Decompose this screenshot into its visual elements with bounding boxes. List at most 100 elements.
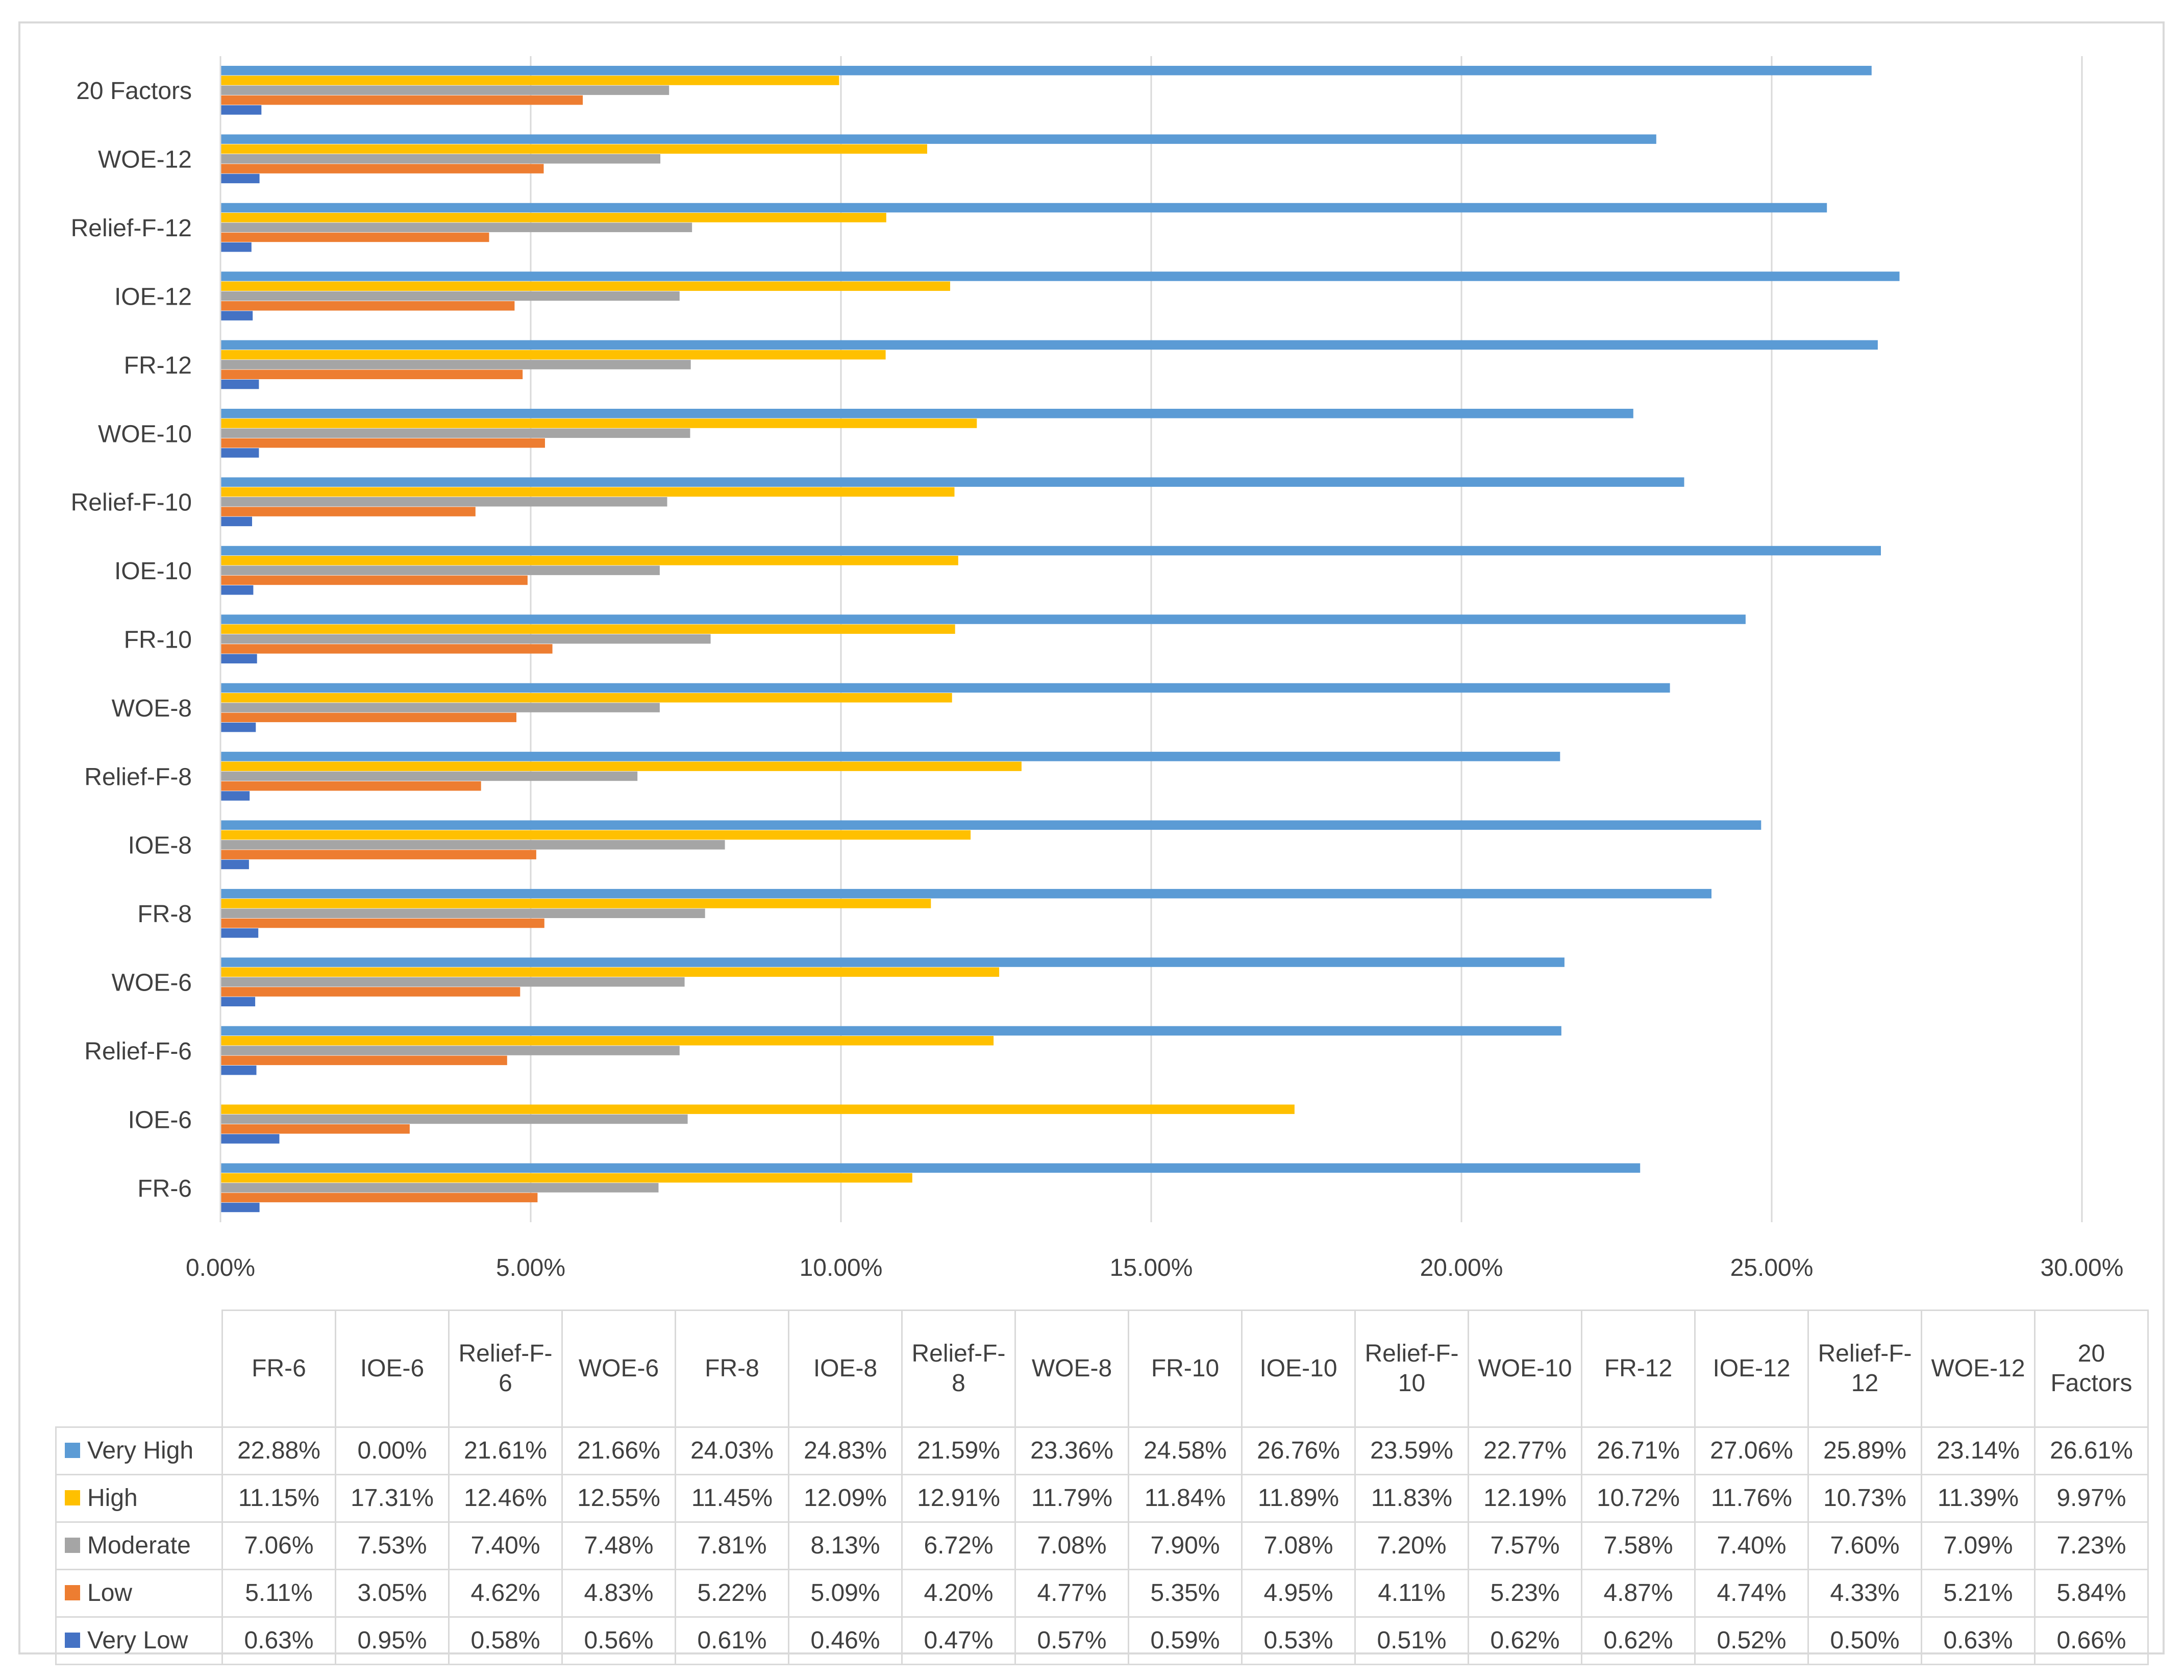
bar-very-low-ioe-12	[220, 311, 253, 320]
table-cell: 4.83%	[561, 1569, 676, 1618]
table-cell: 0.46%	[788, 1616, 903, 1665]
bar-very-high-woe-6	[220, 957, 1565, 967]
table-column-header: 20 Factors	[2034, 1310, 2149, 1428]
bar-low-fr-10	[220, 644, 553, 654]
table-column-header: Relief-F- 6	[448, 1310, 563, 1428]
table-column-header: IOE-6	[335, 1310, 450, 1428]
bar-very-high-20-factors	[220, 66, 1872, 76]
bar-high-relief-f-8	[220, 761, 1022, 771]
category-label: FR-8	[137, 901, 192, 928]
bar-low-relief-f-8	[220, 781, 481, 791]
legend-swatch	[65, 1490, 80, 1506]
bar-low-ioe-8	[220, 850, 536, 859]
category-label: WOE-10	[98, 421, 192, 448]
bar-high-woe-6	[220, 967, 1000, 977]
table-cell: 21.61%	[448, 1426, 563, 1475]
bar-moderate-relief-f-6	[220, 1046, 680, 1055]
table-cell: 0.59%	[1128, 1616, 1243, 1665]
bars	[220, 66, 1900, 1213]
bar-moderate-relief-f-12	[220, 223, 692, 232]
table-cell: 7.23%	[2034, 1521, 2149, 1570]
table-cell: 0.63%	[221, 1616, 336, 1665]
table-column-header: IOE-12	[1694, 1310, 1809, 1428]
bar-moderate-20-factors	[220, 85, 669, 95]
table-cell: 10.72%	[1581, 1474, 1696, 1523]
table-row: Low 5.11% 3.05% 4.62% 4.83% 5.22% 5.09% 4.20% 4.…	[55, 1569, 2149, 1618]
bar-high-relief-f-12	[220, 213, 886, 223]
table-cell: 21.59%	[901, 1426, 1016, 1475]
bar-moderate-fr-8	[220, 908, 705, 918]
table-cell: 10.73%	[1807, 1474, 1922, 1523]
bar-high-fr-6	[220, 1173, 912, 1183]
bar-very-high-relief-f-6	[220, 1026, 1561, 1036]
table-column-header: WOE-12	[1921, 1310, 2036, 1428]
table-column-header: WOE-10	[1468, 1310, 1582, 1428]
table-row: Moderate 7.06% 7.53% 7.40% 7.48% 7.81% 8.13% 6.…	[55, 1521, 2149, 1570]
bar-low-fr-12	[220, 369, 523, 379]
table-cell: 4.33%	[1807, 1569, 1922, 1618]
bar-low-woe-8	[220, 712, 516, 723]
bar-moderate-fr-12	[220, 360, 691, 369]
category-label: WOE-8	[112, 695, 192, 722]
table-cell: 0.61%	[675, 1616, 789, 1665]
bar-moderate-fr-6	[220, 1183, 659, 1193]
bar-moderate-woe-6	[220, 977, 685, 987]
table-column-header: WOE-6	[561, 1310, 676, 1428]
table-cell: 25.89%	[1807, 1426, 1922, 1475]
bar-very-low-fr-6	[220, 1202, 260, 1213]
x-tick-label: 10.00%	[800, 1254, 883, 1281]
table-cell: 26.61%	[2034, 1426, 2149, 1475]
table-cell: 22.77%	[1468, 1426, 1582, 1475]
bar-low-woe-6	[220, 987, 520, 997]
table-cell: 22.88%	[221, 1426, 336, 1475]
table-cell: 4.62%	[448, 1569, 563, 1618]
legend-swatch	[65, 1633, 80, 1648]
bar-high-ioe-8	[220, 830, 971, 840]
table-cell: 4.77%	[1014, 1569, 1129, 1618]
x-tick-label: 0.00%	[186, 1254, 255, 1281]
table-cell: 0.50%	[1807, 1616, 1922, 1665]
category-label: WOE-6	[112, 970, 192, 997]
bar-low-ioe-10	[220, 575, 528, 585]
bar-low-relief-f-6	[220, 1055, 507, 1066]
legend-swatch	[65, 1443, 80, 1459]
table-cell: 12.55%	[561, 1474, 676, 1523]
bar-high-woe-8	[220, 693, 952, 703]
x-tick-label: 15.00%	[1110, 1254, 1193, 1281]
table-column-header: Relief-F- 10	[1354, 1310, 1469, 1428]
legend-entry: Very Low	[55, 1616, 223, 1665]
bar-moderate-ioe-8	[220, 840, 725, 850]
legend-swatch	[65, 1585, 80, 1601]
axis-labels: FR-6 IOE-6 Relief-F-6 WOE-6 FR-8 IOE-8 Relief-…	[71, 78, 2124, 1281]
table-cell: 11.83%	[1354, 1474, 1469, 1523]
table-cell: 0.47%	[901, 1616, 1016, 1665]
table-cell: 7.48%	[561, 1521, 676, 1570]
table-cell: 23.14%	[1921, 1426, 2036, 1475]
bar-very-low-woe-8	[220, 722, 256, 732]
category-label: Relief-F-12	[71, 215, 192, 242]
table-cell: 5.23%	[1468, 1569, 1582, 1618]
table-cell: 11.84%	[1128, 1474, 1243, 1523]
bar-high-woe-12	[220, 144, 927, 154]
table-cell: 24.03%	[675, 1426, 789, 1475]
table-cell: 27.06%	[1694, 1426, 1809, 1475]
bar-moderate-ioe-10	[220, 565, 660, 575]
table-cell: 5.11%	[221, 1569, 336, 1618]
bar-very-high-fr-8	[220, 888, 1711, 899]
table-column-header: FR-8	[675, 1310, 789, 1428]
bar-moderate-fr-10	[220, 634, 711, 644]
table-cell: 21.66%	[561, 1426, 676, 1475]
bar-very-high-woe-12	[220, 134, 1656, 144]
table-row: Very High 22.88% 0.00% 21.61% 21.66% 24.03% 24…	[55, 1426, 2149, 1475]
bar-very-high-fr-6	[220, 1163, 1641, 1173]
table-column-header: FR-6	[221, 1310, 336, 1428]
table-row: High 11.15% 17.31% 12.46% 12.55% 11.45% 12.09%…	[55, 1474, 2149, 1523]
gridlines	[530, 56, 2083, 1222]
bar-very-low-ioe-10	[220, 585, 254, 595]
bar-chart: FR-6 IOE-6 Relief-F-6 WOE-6 FR-8 IOE-8 Relief-…	[71, 56, 2124, 1281]
table-cell: 12.91%	[901, 1474, 1016, 1523]
category-label: IOE-10	[114, 558, 192, 585]
table-cell: 0.58%	[448, 1616, 563, 1665]
table-cell: 26.76%	[1241, 1426, 1356, 1475]
category-label: Relief-F-6	[84, 1038, 192, 1065]
